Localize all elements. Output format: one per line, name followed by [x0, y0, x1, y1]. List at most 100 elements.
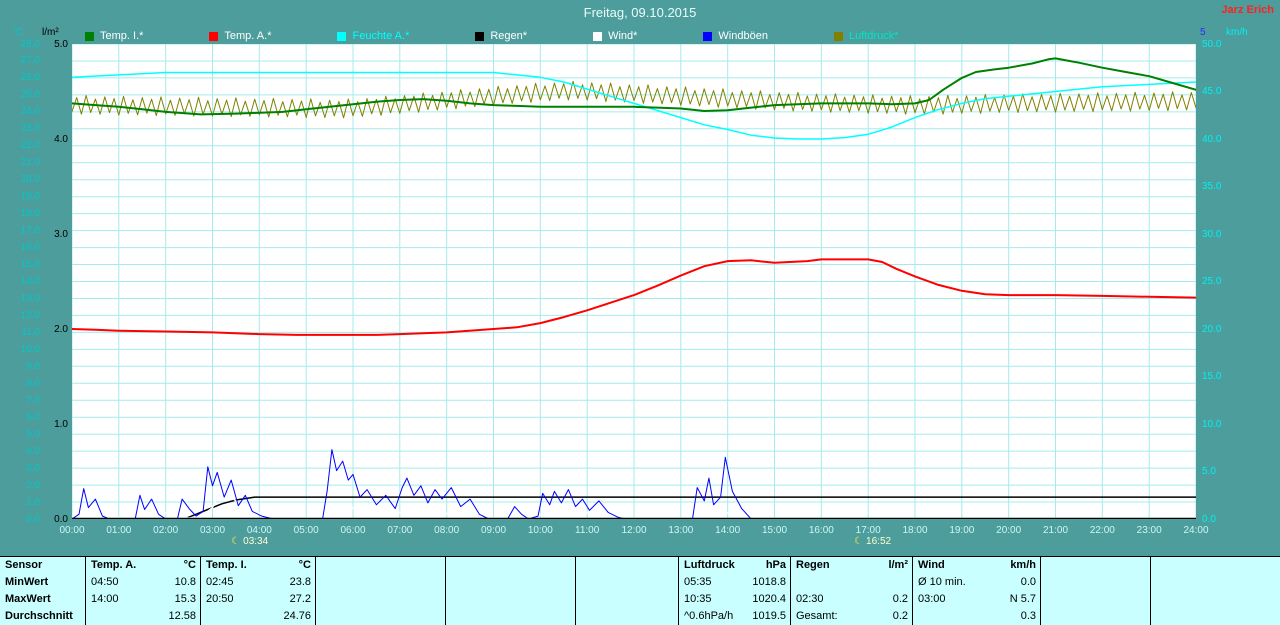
stats-cell: 0.3 — [913, 608, 1040, 625]
stats-cell — [446, 557, 575, 574]
x-axis-tick-time: 10:00 — [527, 525, 553, 536]
x-axis-tick-time: 15:00 — [761, 525, 788, 536]
stats-cell: ^0.6hPa/h 1019.5 — [679, 608, 790, 625]
stats-cell: Gesamt: 0.2 — [791, 608, 912, 625]
stats-cell-label: Regen — [796, 559, 830, 571]
y-axis-tick-celsius: 14.0 — [20, 276, 40, 287]
x-axis-tick-time: 19:00 — [949, 525, 975, 536]
x-axis-tick-time: 05:00 — [293, 525, 319, 536]
y-axis-tick-celsius: 9.0 — [26, 360, 40, 372]
x-axis-tick-time: 22:00 — [1089, 525, 1115, 536]
stats-cell — [1041, 574, 1150, 591]
y-axis-tick-kmh: 25.0 — [1202, 276, 1222, 287]
y-axis-tick-kmh: 10.0 — [1202, 418, 1222, 430]
stats-cell-label: 20:50 — [206, 593, 234, 605]
stats-cell-value: 27.2 — [289, 593, 311, 605]
stats-cell — [791, 574, 912, 591]
stats-cell-value: N 5.7 — [1009, 593, 1036, 605]
stats-cell-value: 1018.8 — [752, 576, 786, 588]
stats-cell: 02:45 23.8 — [201, 574, 315, 591]
stats-cell-value: km/h — [1010, 559, 1036, 571]
right-axis-gust-scale-label: 5 — [1200, 27, 1206, 38]
y-axis-tick-celsius: 2.0 — [26, 479, 40, 491]
y-axis-tick-celsius: 26.0 — [20, 72, 40, 84]
stats-cell-label: Gesamt: — [796, 610, 838, 622]
stats-cell-value: hPa — [765, 559, 786, 571]
right-axis-unit-kmh: km/h — [1226, 27, 1248, 38]
y-axis-tick-kmh: 0.0 — [1202, 513, 1216, 525]
stats-cell-value: 0.3 — [1020, 610, 1036, 622]
stats-cell — [1041, 591, 1150, 608]
legend-label: Regen* — [490, 30, 528, 42]
stats-cell — [1151, 608, 1280, 625]
stats-column: Temp. I. °C 02:45 23.8 20:50 27.2 24.76 — [200, 557, 315, 625]
y-axis-tick-celsius: 0.0 — [26, 513, 40, 525]
time-marker: ☾ 03:34 — [231, 536, 268, 547]
stats-cell-value: °C — [298, 559, 311, 571]
legend-item-temp-i: Temp. I.* — [85, 30, 143, 42]
stats-cell-value: 1019.5 — [752, 610, 786, 622]
y-axis-tick-celsius: 21.0 — [20, 157, 40, 169]
legend-item-feuchte-a: Feuchte A.* — [337, 30, 409, 42]
x-axis-tick-time: 13:00 — [668, 525, 694, 536]
stats-cell — [1151, 574, 1280, 591]
legend-item-regen: Regen* — [475, 30, 527, 42]
stats-cell-label: 04:50 — [91, 576, 119, 588]
stats-cell-label: 03:00 — [918, 593, 946, 605]
stats-cell-label: Temp. I. — [206, 559, 247, 571]
stats-cell-label: 02:30 — [796, 593, 824, 605]
stats-column: Temp. A. °C 04:50 10.8 14:00 15.3 12.58 — [85, 557, 200, 625]
stats-column: Sensor MinWert MaxWert Durchschnitt — [0, 557, 85, 625]
y-axis-tick-celsius: 15.0 — [20, 259, 40, 271]
y-axis-tick-kmh: 35.0 — [1202, 181, 1222, 192]
stats-column — [315, 557, 445, 625]
stats-cell-value: 10.8 — [174, 576, 196, 588]
legend-label: Windböen — [718, 30, 768, 42]
stats-cell: Wind km/h — [913, 557, 1040, 574]
stats-cell — [446, 591, 575, 608]
stats-cell — [1151, 591, 1280, 608]
stats-cell-label: 02:45 — [206, 576, 234, 588]
stats-cell-label: Wind — [918, 559, 945, 571]
chart-svg — [72, 44, 1196, 519]
stats-cell-label: Sensor — [5, 559, 43, 571]
feuchte-a-color-swatch-icon — [337, 31, 347, 41]
y-axis-tick-celsius: 19.0 — [20, 191, 40, 203]
stats-cell — [1041, 557, 1150, 574]
stats-column: Luftdruck hPa 05:35 1018.8 10:35 1020.4 ^0.6hP… — [678, 557, 790, 625]
x-axis-tick-time: 06:00 — [340, 525, 366, 536]
x-axis-tick-time: 21:00 — [1042, 525, 1069, 536]
stats-cell-value: 24.76 — [283, 610, 311, 622]
y-axis-tick-rain: 2.0 — [54, 323, 68, 335]
stats-cell-value: 0.0 — [1020, 576, 1036, 588]
stats-column — [445, 557, 575, 625]
legend-label: Feuchte A.* — [352, 30, 410, 42]
x-axis-tick-time: 11:00 — [575, 525, 600, 536]
stats-cell-value: 1020.4 — [752, 593, 786, 605]
y-axis-tick-celsius: 12.0 — [20, 309, 40, 321]
stats-column: Regen l/m² 02:30 0.2 Gesamt: 0.2 — [790, 557, 912, 625]
luftdruck-color-swatch-icon — [833, 31, 843, 41]
legend-label: Temp. I.* — [100, 30, 144, 42]
y-axis-tick-celsius: 1.0 — [26, 496, 40, 508]
stats-cell: Temp. I. °C — [201, 557, 315, 574]
y-axis-tick-celsius: 22.0 — [20, 140, 40, 152]
x-axis-tick-time: 23:00 — [1136, 525, 1162, 536]
stats-cell — [576, 574, 678, 591]
y-axis-tick-celsius: 18.0 — [20, 208, 40, 220]
chart-plot-area — [72, 44, 1196, 519]
regen-color-swatch-icon — [475, 31, 485, 41]
x-axis-tick-time: 02:00 — [153, 525, 179, 536]
y-axis-tick-kmh: 15.0 — [1202, 371, 1222, 382]
stats-cell — [316, 591, 445, 608]
time-marker-label: 03:34 — [243, 536, 269, 547]
moon-icon: ☾ — [231, 536, 241, 547]
stats-cell — [576, 557, 678, 574]
stats-cell: 20:50 27.2 — [201, 591, 315, 608]
stats-cell — [316, 557, 445, 574]
x-axis-tick-time: 08:00 — [434, 525, 460, 536]
stats-cell-label: 10:35 — [684, 593, 712, 605]
station-owner-label: Jarz Erich — [1221, 4, 1274, 16]
y-axis-tick-celsius: 10.0 — [20, 343, 40, 355]
x-axis-tick-time: 09:00 — [480, 525, 507, 536]
